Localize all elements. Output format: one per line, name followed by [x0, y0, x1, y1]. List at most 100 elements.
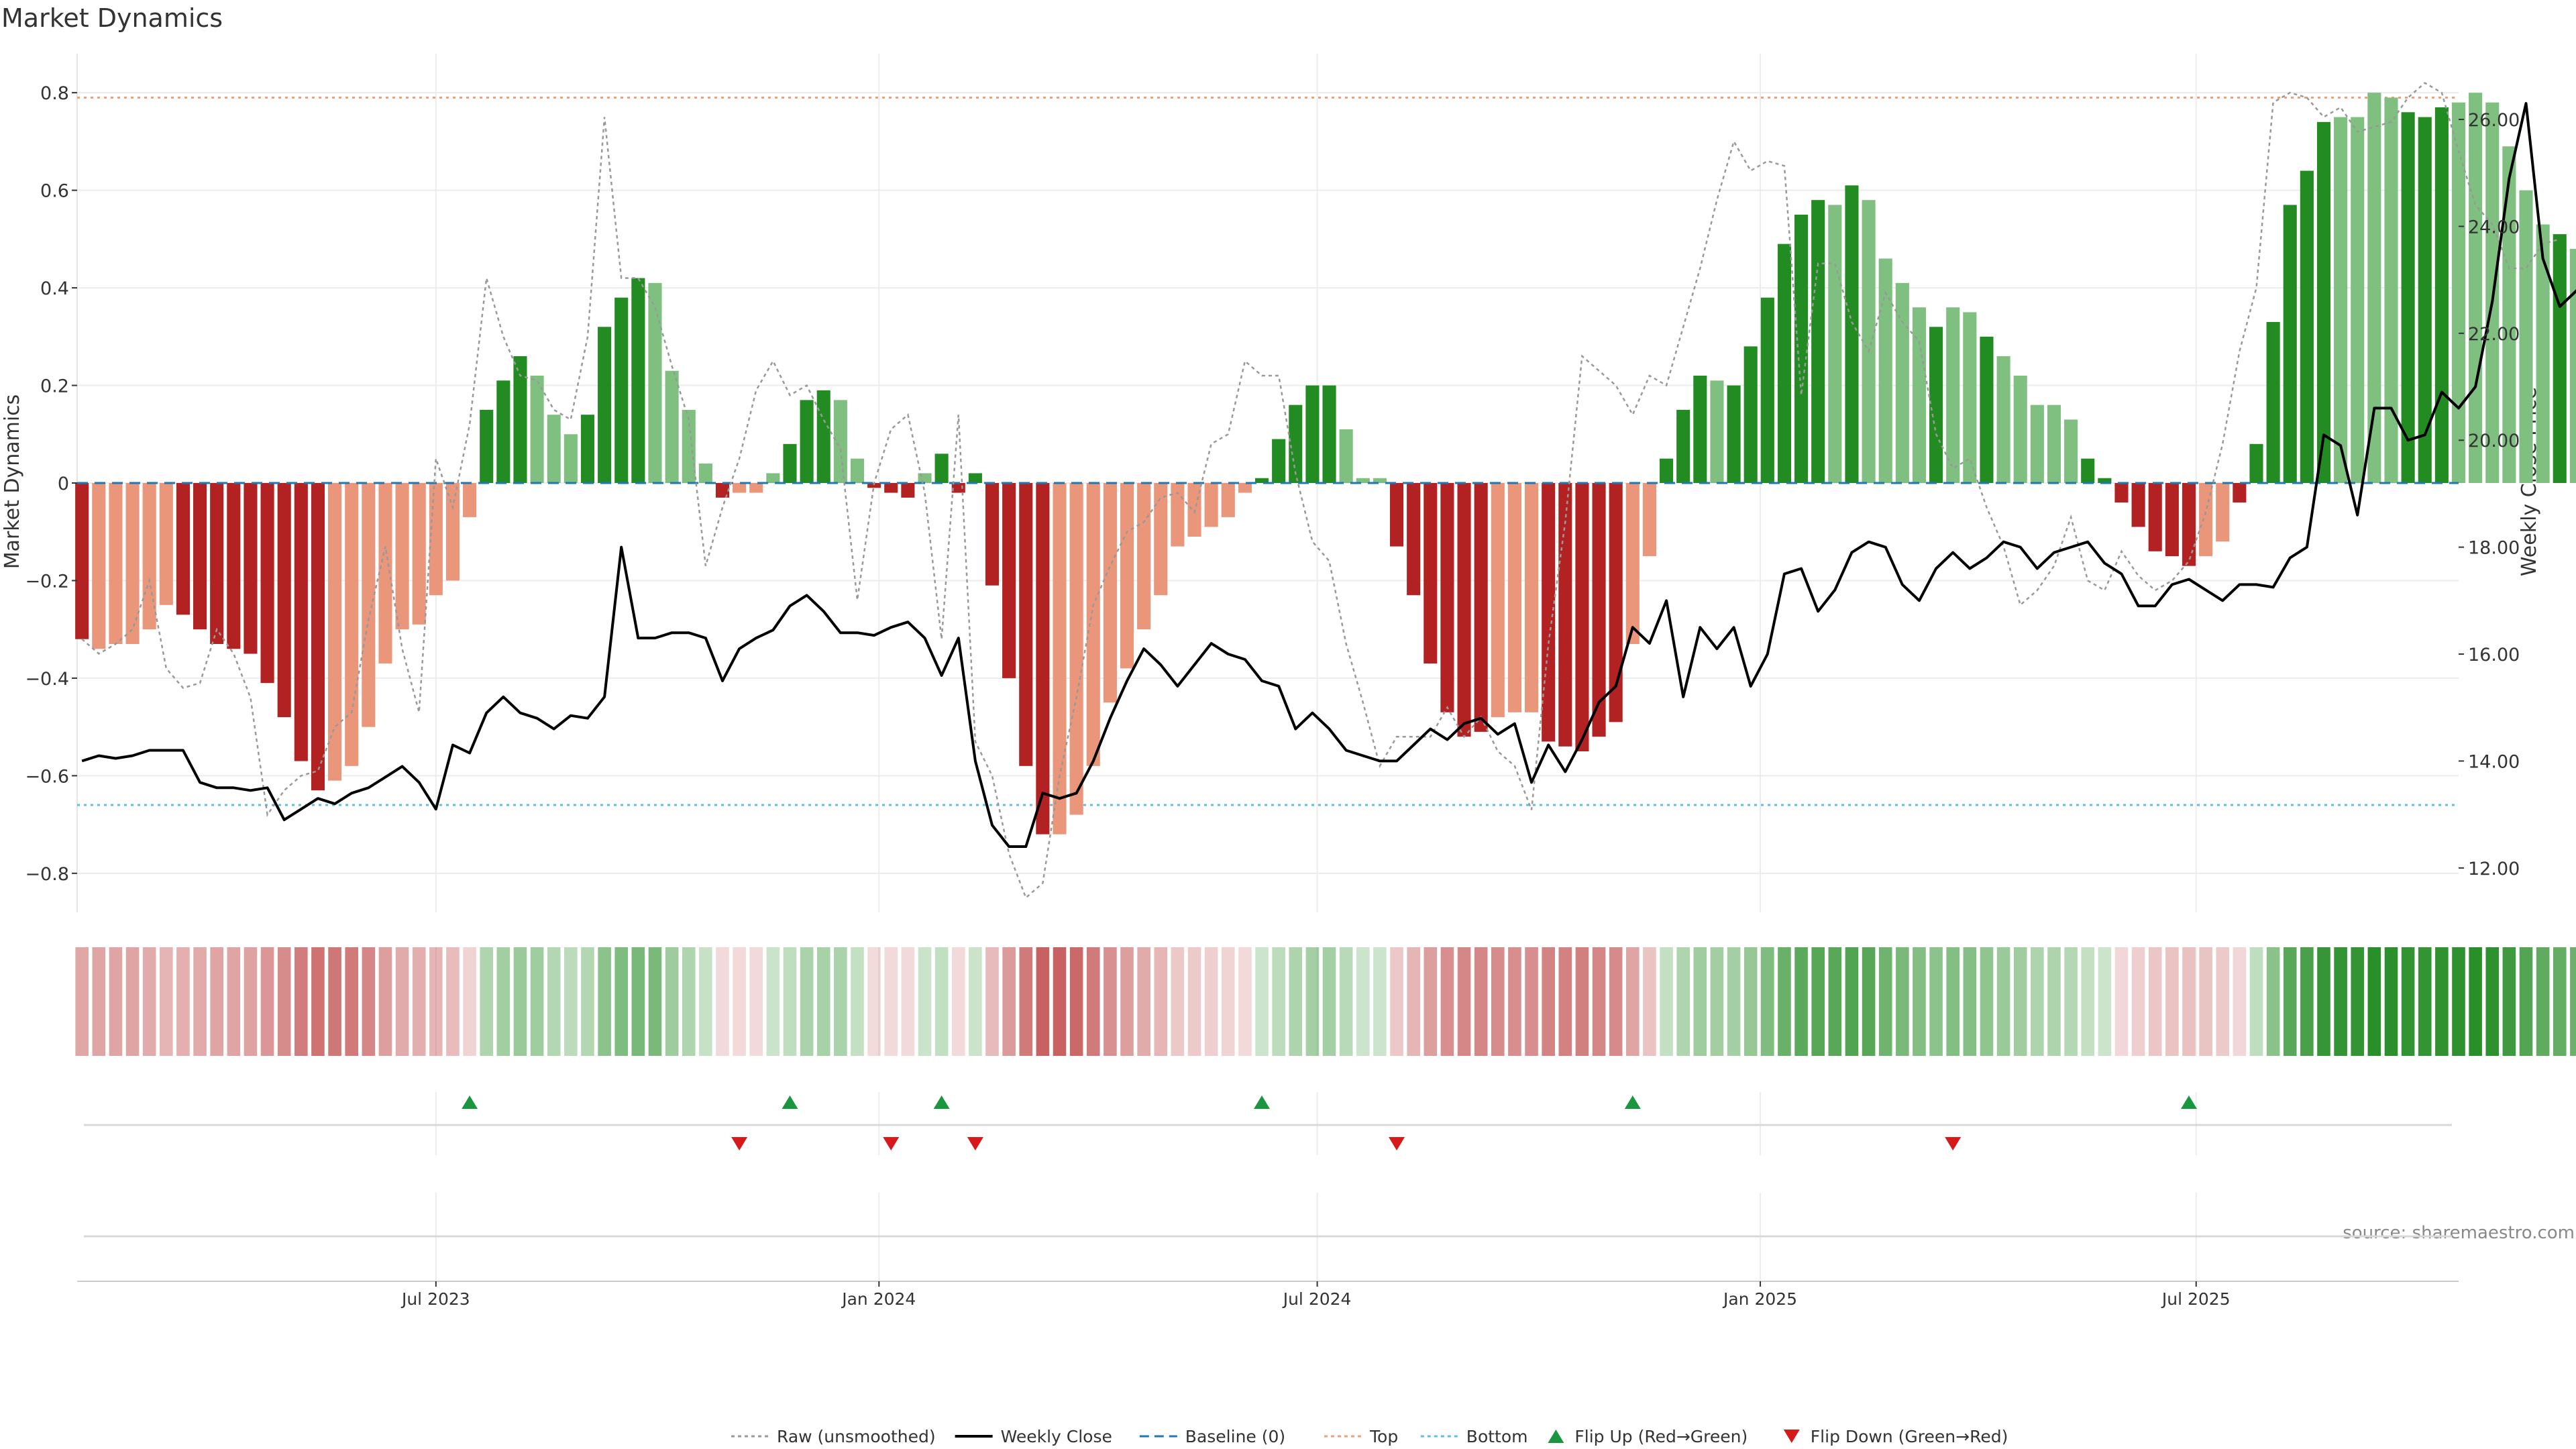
strength-cell	[1255, 947, 1269, 1056]
dynamics-bar	[1154, 483, 1168, 596]
strength-cell	[210, 947, 223, 1056]
y-tick-label: −0.8	[25, 864, 69, 885]
strength-cell	[581, 947, 594, 1056]
strength-cell	[1710, 947, 1724, 1056]
dynamics-bar	[345, 483, 359, 766]
dynamics-bar	[985, 483, 1000, 586]
legend-swatch	[1548, 1430, 1564, 1443]
strength-cell	[429, 947, 443, 1056]
strength-cell	[1946, 947, 1960, 1056]
strength-cell	[682, 947, 696, 1056]
dynamics-bar	[176, 483, 190, 615]
dynamics-bar	[244, 483, 258, 654]
dynamics-bar	[1760, 297, 1774, 483]
strength-cell	[1542, 947, 1555, 1056]
strength-cell	[1778, 947, 1791, 1056]
dynamics-bar	[1238, 483, 1252, 493]
y2-tick-label: 20.00	[2468, 431, 2520, 451]
dynamics-bar	[783, 443, 797, 483]
dynamics-bar	[968, 473, 982, 483]
strength-cell	[2536, 947, 2550, 1056]
strength-cell	[1963, 947, 1977, 1056]
dynamics-bar	[2216, 483, 2230, 542]
strength-cell	[2249, 947, 2263, 1056]
x-tick-label: Jan 2025	[1722, 1289, 1797, 1309]
strength-cell	[598, 947, 611, 1056]
y2-tick-label: 18.00	[2468, 538, 2520, 559]
dynamics-bar	[2131, 483, 2145, 527]
strength-cell	[2131, 947, 2145, 1056]
dynamics-bar	[2266, 322, 2280, 483]
left-axis-ticks: 0.8 0.6 0.4 0.2 0 −0.2 −0.4 −0.6 −0.8	[25, 83, 77, 885]
dynamics-bar	[1946, 307, 1960, 483]
dynamics-bar	[210, 483, 224, 644]
dynamics-bar	[1457, 483, 1471, 737]
legend-label: Flip Up (Red→Green)	[1574, 1427, 1748, 1446]
dynamics-bar	[2502, 146, 2516, 483]
dynamics-bar	[277, 483, 291, 718]
strength-cell	[2367, 947, 2381, 1056]
dynamics-bar	[328, 483, 342, 781]
strength-cell	[2081, 947, 2095, 1056]
dynamics-bar	[598, 327, 612, 483]
dynamics-bar	[850, 458, 865, 483]
dynamics-bar	[648, 282, 662, 483]
chart-title: Market Dynamics	[1, 3, 223, 33]
legend-item: Flip Down (Green→Red)	[1783, 1427, 2008, 1446]
dynamics-bar	[2249, 443, 2263, 483]
strength-cell	[1660, 947, 1673, 1056]
dynamics-bar	[1086, 483, 1100, 766]
strength-cell	[1120, 947, 1134, 1056]
strength-cell	[1373, 947, 1387, 1056]
dynamics-bar	[1053, 483, 1067, 835]
strength-cell	[564, 947, 578, 1056]
flip-up-marker	[1254, 1095, 1271, 1109]
dynamics-bar	[580, 415, 595, 483]
strength-cell	[1558, 947, 1572, 1056]
dynamics-bar	[1878, 258, 1892, 483]
dynamics-bar	[2469, 93, 2483, 483]
strength-cell	[2098, 947, 2112, 1056]
dynamics-bar	[1710, 380, 1724, 483]
strength-cell	[1390, 947, 1403, 1056]
strength-cell	[2165, 947, 2179, 1056]
dynamics-bar	[800, 400, 814, 483]
strength-cell	[142, 947, 156, 1056]
dynamics-bar	[1895, 282, 1909, 483]
dynamics-bar	[1660, 458, 1674, 483]
legend-label: Weekly Close	[1001, 1427, 1112, 1446]
strength-cell	[1053, 947, 1067, 1056]
dynamics-bar	[227, 483, 241, 649]
dynamics-bar	[1474, 483, 1488, 732]
strength-cell	[1609, 947, 1623, 1056]
strength-cell	[851, 947, 864, 1056]
dynamics-bar	[1491, 483, 1505, 718]
strength-cell	[1761, 947, 1774, 1056]
x-axis: Jul 2023 Jan 2024 Jul 2024 Jan 2025 Jul 2025	[77, 1235, 2459, 1309]
dynamics-bar	[2064, 419, 2078, 483]
strength-cell	[193, 947, 207, 1056]
dynamics-bar	[1912, 307, 1927, 483]
y2-tick-label: 16.00	[2468, 645, 2520, 665]
strength-cell	[1525, 947, 1538, 1056]
legend-label: Baseline (0)	[1185, 1427, 1285, 1446]
dynamics-bar	[1811, 200, 1825, 483]
strength-cell	[934, 947, 949, 1056]
strength-cell	[345, 947, 359, 1056]
dynamics-bar	[698, 463, 712, 483]
legend-label: Raw (unsmoothed)	[777, 1427, 936, 1446]
dynamics-bar	[1019, 483, 1033, 766]
y-tick-label: −0.6	[25, 766, 69, 787]
strength-cell	[2334, 947, 2347, 1056]
strength-cell	[1238, 947, 1252, 1056]
strength-cell	[277, 947, 291, 1056]
dynamics-bar	[1322, 385, 1336, 483]
strength-cell	[480, 947, 494, 1056]
strength-cell	[631, 947, 645, 1056]
dynamics-bar	[2569, 248, 2576, 483]
strength-cell	[75, 947, 89, 1056]
y-axis-label: Market Dynamics	[1, 394, 24, 570]
dynamics-bar	[395, 483, 409, 630]
strength-cell	[1626, 947, 1640, 1056]
dynamics-bar	[1575, 483, 1589, 751]
